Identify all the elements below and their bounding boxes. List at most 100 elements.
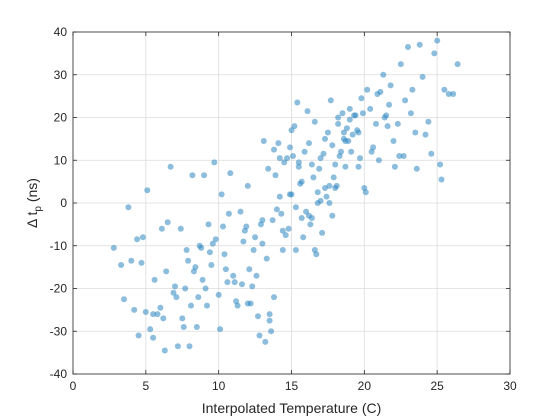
data-point (368, 148, 375, 155)
y-axis-label-unit: (ns) (24, 178, 40, 206)
data-point (121, 296, 127, 303)
data-point (346, 105, 353, 112)
data-point (358, 95, 365, 102)
data-point (139, 234, 146, 241)
data-point (311, 118, 318, 125)
data-point (400, 153, 407, 159)
data-point (349, 131, 356, 138)
data-point (266, 311, 273, 318)
y-tick-label: -10 (50, 239, 68, 253)
data-point (276, 155, 283, 162)
data-point (292, 247, 299, 253)
data-point (179, 315, 186, 322)
data-point (348, 148, 355, 155)
data-point (292, 204, 299, 211)
data-point (174, 343, 181, 350)
data-point (294, 99, 301, 106)
data-point (437, 161, 444, 168)
data-point (335, 120, 342, 127)
data-point (311, 247, 318, 253)
x-tick-label: 5 (142, 379, 149, 393)
data-point (425, 118, 432, 125)
data-point (282, 232, 289, 239)
data-point (298, 215, 305, 221)
data-point (273, 206, 280, 213)
data-point (222, 266, 229, 273)
data-point (212, 236, 219, 243)
y-tick-label: 10 (54, 153, 68, 167)
data-point (252, 234, 259, 241)
data-point (195, 294, 202, 301)
data-point (220, 223, 226, 230)
data-point (428, 150, 435, 157)
data-point (199, 276, 206, 283)
data-point (303, 208, 310, 215)
data-point (172, 283, 178, 290)
data-point (454, 61, 461, 68)
data-point (224, 279, 231, 286)
data-point (201, 172, 208, 179)
y-axis-label-base: Δ t (24, 211, 40, 227)
x-tick-label: 20 (358, 379, 372, 393)
data-point (253, 272, 260, 279)
data-point (450, 91, 457, 97)
data-point (125, 204, 132, 211)
data-point (268, 328, 275, 335)
data-point (278, 210, 285, 217)
data-point (362, 189, 369, 196)
data-point (284, 155, 291, 162)
data-point (335, 114, 342, 121)
data-point (151, 276, 158, 283)
data-point (202, 285, 209, 292)
data-point (288, 191, 295, 198)
data-point (416, 41, 423, 48)
data-point (355, 129, 362, 136)
data-point (167, 163, 174, 170)
data-point (407, 110, 414, 117)
y-tick-label: 0 (60, 196, 67, 210)
data-point (234, 302, 241, 309)
data-point (364, 86, 371, 93)
data-point (193, 324, 200, 330)
data-point (381, 114, 388, 121)
data-point (396, 153, 403, 159)
data-point (265, 165, 272, 172)
data-point (206, 249, 213, 256)
data-point (185, 257, 192, 264)
data-point (215, 291, 222, 298)
axis-ticks: 0 5 10 15 20 25 30 -40 -30 -20 -10 0 10 20 30 40 (50, 25, 517, 393)
data-point (340, 129, 347, 136)
data-point (134, 236, 141, 243)
data-point (281, 159, 288, 166)
data-point (431, 50, 438, 57)
data-point (164, 219, 171, 226)
data-point (374, 91, 381, 97)
x-axis-label: Interpolated Temperature (C) (202, 400, 382, 416)
data-point (154, 311, 161, 318)
data-point (118, 262, 125, 268)
data-point (304, 108, 311, 115)
data-point (326, 200, 333, 206)
data-point (138, 259, 145, 266)
data-point (211, 159, 218, 166)
data-point (259, 240, 266, 247)
data-point (128, 257, 135, 264)
data-point (285, 225, 292, 232)
data-point (387, 82, 394, 89)
data-point (157, 304, 164, 311)
data-point (249, 283, 256, 290)
x-tick-label: 10 (212, 379, 226, 393)
data-point (243, 223, 250, 230)
data-point (131, 306, 138, 313)
x-tick-label: 30 (503, 379, 517, 393)
data-point (342, 163, 349, 170)
data-point (332, 161, 339, 168)
y-axis-label-subscript: p (33, 206, 44, 212)
data-point (357, 155, 363, 162)
data-point (306, 212, 312, 219)
data-point (262, 338, 269, 345)
data-point (323, 193, 330, 200)
data-point (324, 129, 331, 136)
data-point (291, 123, 298, 130)
